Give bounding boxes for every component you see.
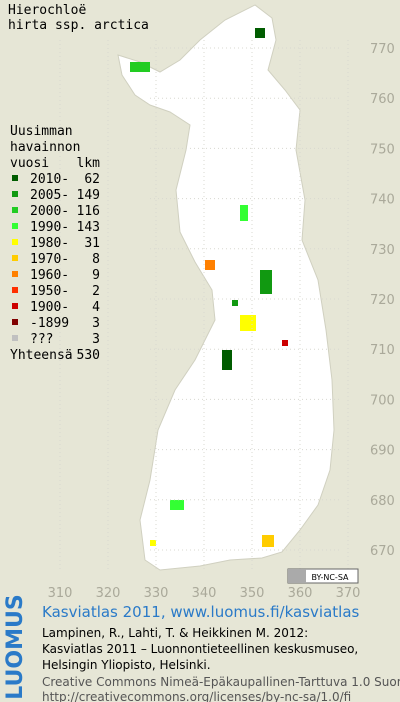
legend-label: 2000- — [30, 204, 69, 219]
legend-count-heading: lkm — [77, 156, 101, 171]
grid: 770 760 750 740 730 720 710 700 690 680 670 310 320 3… — [48, 40, 395, 601]
square — [170, 500, 184, 510]
legend-swatch — [12, 287, 18, 293]
y-grid-label: 750 — [370, 142, 395, 157]
legend-count: 116 — [77, 204, 100, 219]
y-grid-label: 730 — [370, 243, 395, 258]
license-line: Creative Commons Nimeä-Epäkaupallinen-Ta… — [42, 675, 400, 689]
y-grid-label: 670 — [370, 544, 395, 559]
legend-heading: vuosi — [10, 156, 49, 171]
x-grid-label: 320 — [96, 586, 121, 601]
legend-count: 31 — [84, 236, 100, 251]
x-grid-label: 350 — [240, 586, 265, 601]
square — [255, 28, 265, 38]
square — [130, 62, 150, 72]
legend-swatch — [12, 255, 18, 261]
square — [222, 350, 232, 370]
legend-count: 3 — [92, 316, 100, 331]
y-grid-label: 690 — [370, 444, 395, 459]
legend-swatch — [12, 335, 18, 341]
footer-heading: Kasviatlas 2011, www.luomus.fi/kasviatla… — [42, 603, 360, 621]
square — [282, 340, 288, 346]
citation-line: Helsingin Yliopisto, Helsinki. — [42, 658, 211, 672]
citation-line: Kasviatlas 2011 – Luonnontieteellinen ke… — [42, 642, 358, 656]
y-grid-label: 740 — [370, 193, 395, 208]
footer-text: Lampinen, R., Lahti, T. & Heikkinen M. 2… — [42, 626, 400, 702]
legend-label: ??? — [30, 332, 53, 347]
square — [240, 205, 248, 221]
legend-count: 4 — [92, 300, 100, 315]
legend-label: 2005- — [30, 188, 69, 203]
y-grid-label: 760 — [370, 92, 395, 107]
y-grid-label: 700 — [370, 393, 395, 408]
x-grid-label: 340 — [192, 586, 217, 601]
legend-swatch — [12, 239, 18, 245]
badge-icon — [288, 569, 306, 583]
species-name: Hierochloë — [8, 3, 86, 18]
legend-heading: havainnon — [10, 140, 80, 155]
legend-swatch — [12, 223, 18, 229]
y-grid-label: 680 — [370, 494, 395, 509]
legend-swatch — [12, 271, 18, 277]
legend-count: 3 — [92, 332, 100, 347]
legend-count: 149 — [77, 188, 100, 203]
square — [232, 300, 238, 306]
square — [262, 535, 274, 547]
legend-total: 530 — [77, 348, 100, 363]
legend-total-label: Yhteensä — [10, 348, 73, 363]
legend-swatch — [12, 319, 18, 325]
legend-label: 2010- — [30, 172, 69, 187]
legend-label: 1900- — [30, 300, 69, 315]
legend-label: -1899 — [30, 316, 69, 331]
x-grid-label: 360 — [288, 586, 313, 601]
square — [240, 315, 256, 331]
y-grid-label: 720 — [370, 293, 395, 308]
license-line: http://creativecommons.org/licenses/by-n… — [42, 690, 351, 702]
x-grid-label: 330 — [144, 586, 169, 601]
legend-count: 62 — [84, 172, 100, 187]
citation-line: Lampinen, R., Lahti, T. & Heikkinen M. 2… — [42, 626, 308, 640]
legend-swatch — [12, 303, 18, 309]
y-grid-label: 770 — [370, 42, 395, 57]
finland-outline — [117, 4, 335, 571]
legend-label: 1970- — [30, 252, 69, 267]
x-grid-label: 310 — [48, 586, 73, 601]
badge-text: BY-NC-SA — [311, 573, 349, 582]
legend-count: 8 — [92, 252, 100, 267]
legend-label: 1960- — [30, 268, 69, 283]
y-grid-label: 710 — [370, 343, 395, 358]
legend-count: 2 — [92, 284, 100, 299]
legend-label: 1990- — [30, 220, 69, 235]
legend-count: 9 — [92, 268, 100, 283]
license-badge: BY-NC-SA — [287, 568, 359, 584]
species-name: hirta ssp. arctica — [8, 18, 149, 33]
legend-label: 1950- — [30, 284, 69, 299]
legend-swatch — [12, 191, 18, 197]
square — [205, 260, 215, 270]
square — [150, 540, 156, 546]
observation-squares — [130, 28, 288, 547]
legend-swatch — [12, 175, 18, 181]
legend-heading: Uusimman — [10, 124, 73, 139]
legend-swatch — [12, 207, 18, 213]
legend-count: 143 — [77, 220, 100, 235]
x-grid-label: 370 — [336, 586, 361, 601]
legend-label: 1980- — [30, 236, 69, 251]
logo: LUOMUS — [3, 594, 28, 699]
square — [260, 270, 272, 294]
